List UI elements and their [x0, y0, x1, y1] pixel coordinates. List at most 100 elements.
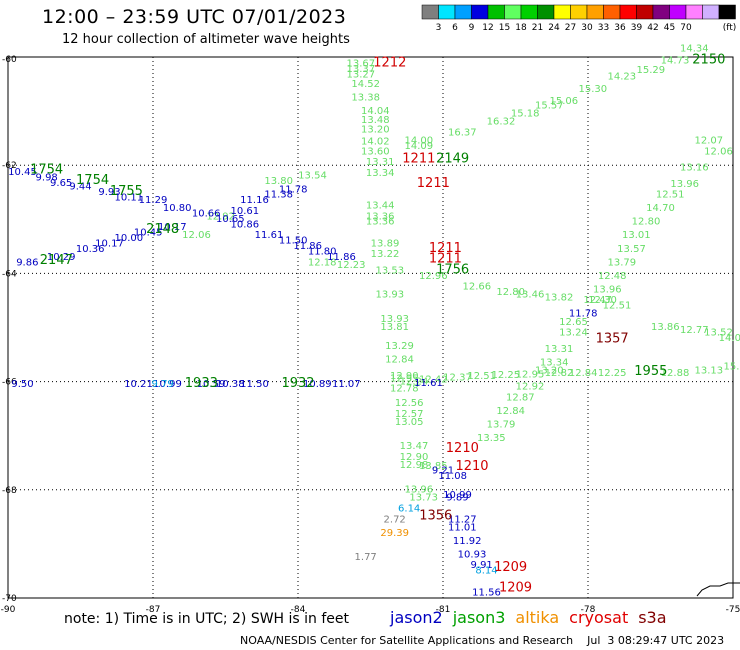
swh-value: 11.78 — [279, 184, 308, 195]
swh-value: 16.32 — [487, 117, 516, 128]
x-tick-label: -75 — [726, 605, 740, 615]
pass-time-label: 1932 — [281, 376, 314, 391]
colorbar-label: 70 — [680, 23, 692, 33]
swh-value: 13.53 — [376, 265, 405, 276]
swh-value: 11.27 — [448, 514, 477, 525]
swh-value: 13.81 — [380, 322, 409, 333]
swh-value: 12.51 — [656, 190, 685, 201]
satellite-legend-jason2: jason2 — [390, 608, 443, 627]
swh-value: 14.23 — [608, 72, 637, 83]
swh-value: 13.16 — [680, 163, 709, 174]
pass-time-label: 1210 — [455, 459, 488, 474]
swh-value: 12.78 — [390, 383, 419, 394]
swh-value: 12.57 — [395, 409, 424, 420]
swh-value: 12.18 — [308, 257, 337, 268]
pass-time-label: 1356 — [419, 509, 452, 524]
swh-value: 13.27 — [347, 70, 376, 81]
page-subtitle: 12 hour collection of altimeter wave hei… — [62, 32, 350, 47]
swh-value: 12.80 — [496, 287, 525, 298]
swh-value: 13.47 — [400, 441, 429, 452]
x-tick-label: -81 — [436, 605, 451, 615]
swh-value: 13.05 — [395, 417, 424, 428]
swh-value: 12.66 — [463, 282, 492, 293]
swh-value: 12.88 — [661, 368, 690, 379]
swh-value: 14.02 — [361, 137, 390, 148]
pass-time-label: 1210 — [446, 441, 479, 456]
swh-value: 11.80 — [308, 246, 337, 257]
colorbar-label: 6 — [452, 23, 458, 33]
swh-value: 11.07 — [332, 379, 361, 390]
swh-value: 13.52 — [704, 328, 733, 339]
colorbar-swatch — [487, 4, 505, 20]
colorbar-label: 33 — [598, 23, 609, 33]
swh-value: 12.51 — [467, 371, 496, 382]
pass-time-label: 1357 — [596, 332, 629, 347]
swh-value: 14.09 — [405, 141, 434, 152]
swh-value: 13.36 — [366, 217, 395, 228]
swh-value: 10.29 — [47, 252, 76, 263]
footer-note: note: 1) Time is in UTC; 2) SWH is in fe… — [64, 611, 350, 627]
x-tick-label: -87 — [146, 605, 161, 615]
swh-value: 13.57 — [617, 244, 646, 255]
pass-time-label: 1754 — [76, 173, 109, 188]
y-tick-label: -68 — [2, 486, 17, 496]
swh-value: 12.84 — [569, 368, 598, 379]
pass-time-label: 1212 — [373, 56, 406, 71]
colorbar-label: 39 — [631, 23, 643, 33]
swh-value: 13.93 — [380, 314, 409, 325]
swh-value: 13.20 — [361, 125, 390, 136]
swh-value: 8.14 — [475, 566, 497, 577]
pass-time-label: 1933 — [185, 376, 218, 391]
satellite-legend-cryosat: cryosat — [569, 608, 629, 627]
swh-value: 10.17 — [158, 222, 187, 233]
swh-value: 14.34 — [680, 44, 709, 55]
swh-value: 12.84 — [496, 406, 525, 417]
swh-value: 13.01 — [622, 230, 651, 241]
swh-value: 13.31 — [545, 344, 574, 355]
swh-value: 12.48 — [598, 271, 627, 282]
colorbar-unit: (ft) — [723, 23, 737, 33]
swh-value: 1.77 — [355, 552, 377, 563]
pass-time-label: 2148 — [146, 222, 179, 237]
pass-time-label: 1755 — [110, 184, 143, 199]
swh-value: 9.86 — [16, 257, 38, 268]
swh-value: 11.29 — [139, 195, 168, 206]
y-tick-label: -60 — [2, 55, 17, 65]
swh-value: 12.90 — [400, 452, 429, 463]
swh-value: 13.13 — [695, 365, 724, 376]
colorbar-swatch — [421, 4, 439, 20]
swh-value: 10.45 — [134, 228, 163, 239]
swh-value: 11.50 — [240, 379, 269, 390]
swh-value: 13.44 — [366, 200, 395, 211]
pass-time-label: 2150 — [692, 52, 725, 67]
swh-value: 13.85 — [419, 461, 448, 472]
swh-value: 12.98 — [400, 460, 429, 471]
colorbar-swatch — [718, 4, 736, 20]
colorbar-swatch — [553, 4, 571, 20]
swh-value: 12.25 — [492, 370, 521, 381]
swh-value: 13.24 — [559, 328, 588, 339]
pass-time-label: 1209 — [499, 581, 532, 596]
swh-value: 11.50 — [279, 236, 308, 247]
swh-value: 11.78 — [569, 309, 598, 320]
swh-value: 14.52 — [351, 79, 380, 90]
swh-value: 10.00 — [115, 233, 144, 244]
swh-value: 10.21 — [124, 379, 153, 390]
swh-value: 12.96 — [419, 271, 448, 282]
swh-value: 10.86 — [231, 219, 260, 230]
swh-value: 9.50 — [11, 379, 33, 390]
colorbar-swatch — [454, 4, 472, 20]
footer-credit: NOAA/NESDIS Center for Satellite Applica… — [240, 634, 725, 647]
swh-value: 9.93 — [98, 187, 120, 198]
satellite-legend-altika: altika — [515, 608, 560, 627]
swh-value: 12.65 — [559, 317, 588, 328]
swh-value: 15.18 — [511, 109, 540, 120]
swh-value: 11.61 — [255, 230, 284, 241]
swh-value: 10.66 — [192, 209, 221, 220]
swh-value: 13.96 — [405, 485, 434, 496]
swh-value: 9.21 — [432, 466, 454, 477]
swh-value: 14.00 — [405, 136, 434, 147]
swh-value: 14.04 — [361, 106, 390, 117]
colorbar-label: 24 — [548, 23, 560, 33]
